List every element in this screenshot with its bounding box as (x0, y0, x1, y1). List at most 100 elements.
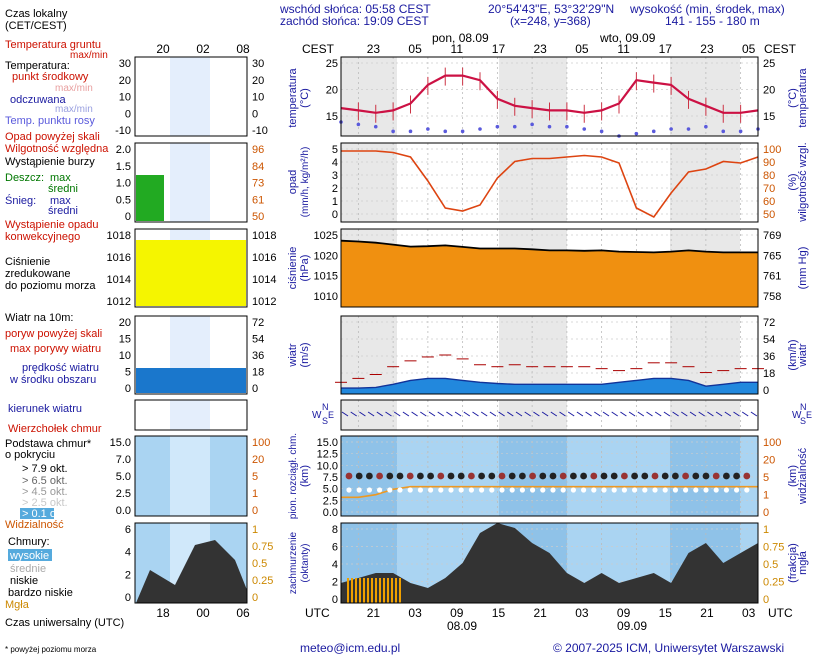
cloud-dot-light (468, 487, 474, 493)
wind-dir-arrow (463, 411, 471, 417)
local-tick: 11 (617, 42, 630, 56)
ltemp-ltick: 0 (125, 108, 131, 120)
legend-mid: średnie (10, 563, 46, 575)
legend-heather: Wierzchołek chmur (8, 423, 102, 435)
fog-bar (367, 578, 369, 603)
utc-tick: 03 (575, 606, 589, 620)
temp-tick: 25 (326, 58, 338, 70)
axis-title-temp: temperatura (287, 67, 299, 127)
utc-tick: 03 (408, 606, 422, 620)
wind-dir-arrow (715, 411, 723, 417)
temp-line (340, 74, 759, 114)
cloud-dot-light (356, 487, 362, 493)
wind-dir-arrow (437, 411, 444, 417)
lwind-lrtick: 0 (252, 383, 258, 395)
lcov-ltick: 2 (125, 569, 131, 581)
axis-title-temp-unit: (°C) (299, 88, 311, 108)
lwind-lrtick: 72 (252, 317, 264, 329)
cov-tick: 8 (332, 524, 338, 536)
cloud-dot (733, 472, 740, 480)
lcloud-lrtick: 20 (252, 454, 264, 466)
precip-tick: 1 (332, 196, 338, 208)
fog-bar (359, 578, 361, 603)
cloud-tick: 2.5 (323, 495, 338, 507)
legend-pressure-fill (136, 240, 246, 306)
cloud-dot-light (519, 487, 526, 493)
cloud-dot-light (387, 487, 393, 493)
press-rtick: 765 (763, 250, 781, 262)
axis-title-wind-r-unit: (km/h) (787, 339, 799, 370)
cloud-dot (743, 472, 751, 480)
axis-title-press-unit: (hPa) (299, 255, 311, 282)
dewpoint-dot (721, 129, 726, 134)
cov-tick: 6 (332, 542, 338, 554)
copyright: © 2007-2025 ICM, Uniwersytet Warszawski (553, 641, 784, 655)
dewpoint-dot (565, 124, 569, 129)
lprecip-ltick: 2.0 (116, 144, 131, 156)
cloud-dot-light (652, 487, 658, 493)
press-tick: 1015 (314, 271, 338, 283)
cloud-dot-light (448, 487, 454, 493)
legend-frame-dir (134, 399, 248, 431)
axis-title-wind: wiatr (287, 343, 299, 368)
legend-oct79: > 7.9 okt. (22, 463, 68, 475)
chart-layer: 2520152520155432101009080706050102510201… (107, 42, 813, 620)
wind-dir-arrow (472, 411, 479, 417)
cloud-dot-light (621, 487, 628, 493)
cloud-tick: 12.5 (317, 449, 338, 461)
cloud-dot-light (703, 487, 709, 493)
legend-high-bg (8, 549, 52, 561)
height-values: 141 - 155 - 180 m (665, 14, 760, 28)
legend-rain-bars (136, 175, 164, 221)
dewpoint-dot (495, 124, 500, 129)
dewpoint-dot (704, 124, 708, 129)
legend-daylight-precip (170, 143, 210, 222)
lcov-lrtick: 0 (252, 592, 258, 604)
legend-conv-2: konwekcyjnego (5, 231, 80, 243)
wind-dir-arrow (393, 411, 401, 417)
wind-rtick: 54 (763, 334, 775, 346)
cloud-dot-light (723, 487, 730, 493)
cloud-tick: 15.0 (317, 437, 338, 449)
dewpoint-dot (426, 127, 430, 131)
press-rtick: 758 (763, 291, 781, 303)
fog-bar (375, 578, 377, 603)
wind-dir-arrow (341, 411, 349, 417)
coords: 20°54'43"E, 53°32'29"N (488, 2, 614, 16)
press-rtick: 761 (763, 271, 781, 283)
legend-local-tick: 20 (156, 42, 170, 56)
axis-title-precip-unit: (mm/h, kg/m²/h) (300, 147, 311, 218)
precip-tick: 0 (332, 209, 338, 221)
panel-frame-cloud (340, 435, 759, 517)
wind-dir-arrow (585, 411, 592, 417)
utc-left: UTC (305, 606, 330, 620)
wind-dir-arrow (446, 411, 453, 417)
legend-daylight-dir (170, 400, 210, 430)
wind-dir-arrow (402, 411, 410, 417)
cov-rtick: 0.75 (763, 542, 784, 554)
day2: wto, 09.09 (599, 31, 656, 45)
local-tick: 11 (451, 42, 464, 56)
axis-title-press-r: (mm Hg) (797, 247, 809, 290)
legend-frame-cov (134, 522, 248, 604)
utc-tick: 09 (450, 606, 464, 620)
precip-rtick: 90 (763, 157, 775, 169)
date1: 08.09 (447, 619, 477, 633)
legend-time-local-2: (CET/CEST) (5, 20, 67, 32)
precip-tick: 4 (332, 157, 338, 169)
wind-dir-arrow (428, 411, 436, 417)
night-band-precip (341, 143, 397, 222)
cov-rtick: 0 (763, 594, 769, 606)
night-band-dir (341, 400, 397, 430)
cloud-dot-light (683, 487, 689, 493)
legend-humidity: Wilgotność względna (5, 143, 109, 155)
email-link[interactable]: meteo@icm.edu.pl (300, 641, 400, 655)
panel-frame-temp (340, 56, 759, 137)
fog-bar (355, 578, 357, 603)
cloud-dot (600, 472, 608, 480)
panel-frame-dir (340, 399, 759, 431)
cloud-dot (519, 472, 526, 480)
cloud-dot (723, 472, 730, 480)
precip-tick: 2 (332, 183, 338, 195)
cov-tick: 4 (332, 559, 338, 571)
